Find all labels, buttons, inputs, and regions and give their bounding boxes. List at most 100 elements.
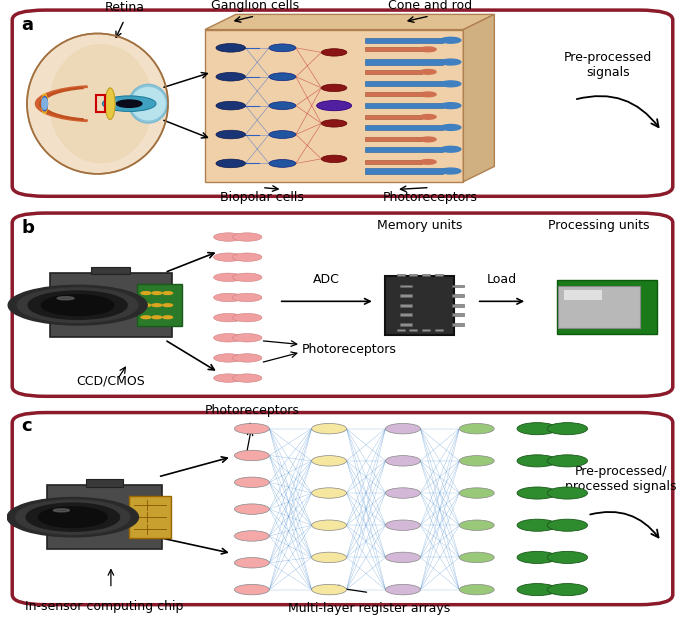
Circle shape	[28, 291, 127, 319]
Text: a: a	[22, 16, 34, 34]
Wedge shape	[36, 86, 88, 121]
Circle shape	[420, 115, 436, 119]
Circle shape	[440, 146, 461, 152]
Bar	[365, 115, 422, 119]
Bar	[410, 274, 417, 276]
Text: Biopolar cells: Biopolar cells	[220, 191, 304, 204]
Text: Memory units: Memory units	[377, 219, 462, 232]
Text: Photoreceptors: Photoreceptors	[302, 343, 397, 356]
Bar	[365, 103, 443, 108]
Circle shape	[420, 92, 436, 97]
Circle shape	[232, 353, 262, 362]
Circle shape	[216, 72, 245, 81]
Circle shape	[8, 285, 147, 325]
Bar	[451, 313, 464, 316]
Wedge shape	[40, 87, 84, 120]
Circle shape	[232, 273, 262, 282]
Ellipse shape	[130, 86, 166, 121]
Circle shape	[41, 295, 114, 316]
Circle shape	[214, 273, 243, 282]
Text: Photoreceptors: Photoreceptors	[382, 191, 477, 204]
Bar	[422, 329, 430, 331]
Circle shape	[16, 500, 130, 534]
FancyBboxPatch shape	[12, 412, 673, 605]
Circle shape	[152, 316, 162, 319]
Circle shape	[420, 137, 436, 142]
Circle shape	[316, 100, 351, 111]
Bar	[400, 323, 412, 326]
Circle shape	[547, 487, 588, 499]
Circle shape	[232, 313, 262, 322]
Polygon shape	[463, 14, 495, 181]
Circle shape	[312, 456, 347, 466]
Text: Cone and rod: Cone and rod	[388, 0, 472, 12]
Circle shape	[517, 487, 558, 499]
Bar	[365, 168, 443, 173]
Bar	[435, 329, 443, 331]
Circle shape	[214, 353, 243, 362]
Circle shape	[38, 507, 107, 527]
FancyBboxPatch shape	[564, 290, 602, 300]
Bar	[400, 294, 412, 297]
Circle shape	[116, 100, 142, 107]
Circle shape	[460, 520, 494, 530]
FancyBboxPatch shape	[86, 479, 123, 487]
Circle shape	[547, 584, 588, 595]
Circle shape	[214, 253, 243, 261]
Bar	[400, 285, 412, 287]
Circle shape	[386, 584, 421, 595]
Circle shape	[517, 584, 558, 595]
Circle shape	[312, 584, 347, 595]
Circle shape	[547, 423, 588, 435]
Circle shape	[547, 455, 588, 467]
Circle shape	[547, 519, 588, 531]
Bar	[365, 92, 422, 97]
Ellipse shape	[129, 84, 168, 123]
FancyBboxPatch shape	[129, 496, 171, 538]
Bar	[397, 329, 405, 331]
Bar	[435, 274, 443, 276]
Circle shape	[440, 168, 461, 174]
Text: b: b	[22, 219, 34, 237]
Circle shape	[440, 81, 461, 87]
Circle shape	[420, 160, 436, 164]
Circle shape	[440, 103, 461, 108]
Circle shape	[386, 552, 421, 563]
Circle shape	[216, 130, 245, 139]
Ellipse shape	[53, 509, 69, 512]
Text: CCD/CMOS: CCD/CMOS	[77, 374, 145, 387]
Circle shape	[460, 584, 494, 595]
FancyBboxPatch shape	[91, 267, 130, 274]
Circle shape	[269, 44, 296, 52]
Ellipse shape	[50, 45, 152, 163]
Circle shape	[214, 233, 243, 241]
Circle shape	[460, 456, 494, 466]
Bar	[422, 274, 430, 276]
Circle shape	[163, 304, 173, 306]
Circle shape	[232, 374, 262, 383]
Circle shape	[321, 155, 347, 163]
Circle shape	[216, 43, 245, 52]
Circle shape	[386, 488, 421, 498]
Text: Multi-layer register arrays: Multi-layer register arrays	[288, 602, 451, 615]
Bar	[451, 285, 464, 287]
Circle shape	[460, 552, 494, 563]
Circle shape	[234, 423, 269, 434]
Circle shape	[517, 423, 558, 435]
Circle shape	[269, 131, 296, 139]
Circle shape	[232, 334, 262, 342]
Bar	[365, 147, 443, 152]
Bar	[365, 70, 422, 74]
Bar	[410, 329, 417, 331]
Text: Load: Load	[487, 273, 517, 286]
Circle shape	[386, 520, 421, 530]
Text: Processing units: Processing units	[548, 219, 649, 232]
Circle shape	[141, 292, 151, 295]
FancyArrowPatch shape	[577, 96, 658, 127]
Circle shape	[420, 47, 436, 52]
Ellipse shape	[42, 95, 47, 112]
Circle shape	[269, 160, 296, 167]
Ellipse shape	[42, 98, 47, 110]
Bar	[365, 59, 443, 64]
Circle shape	[152, 292, 162, 295]
